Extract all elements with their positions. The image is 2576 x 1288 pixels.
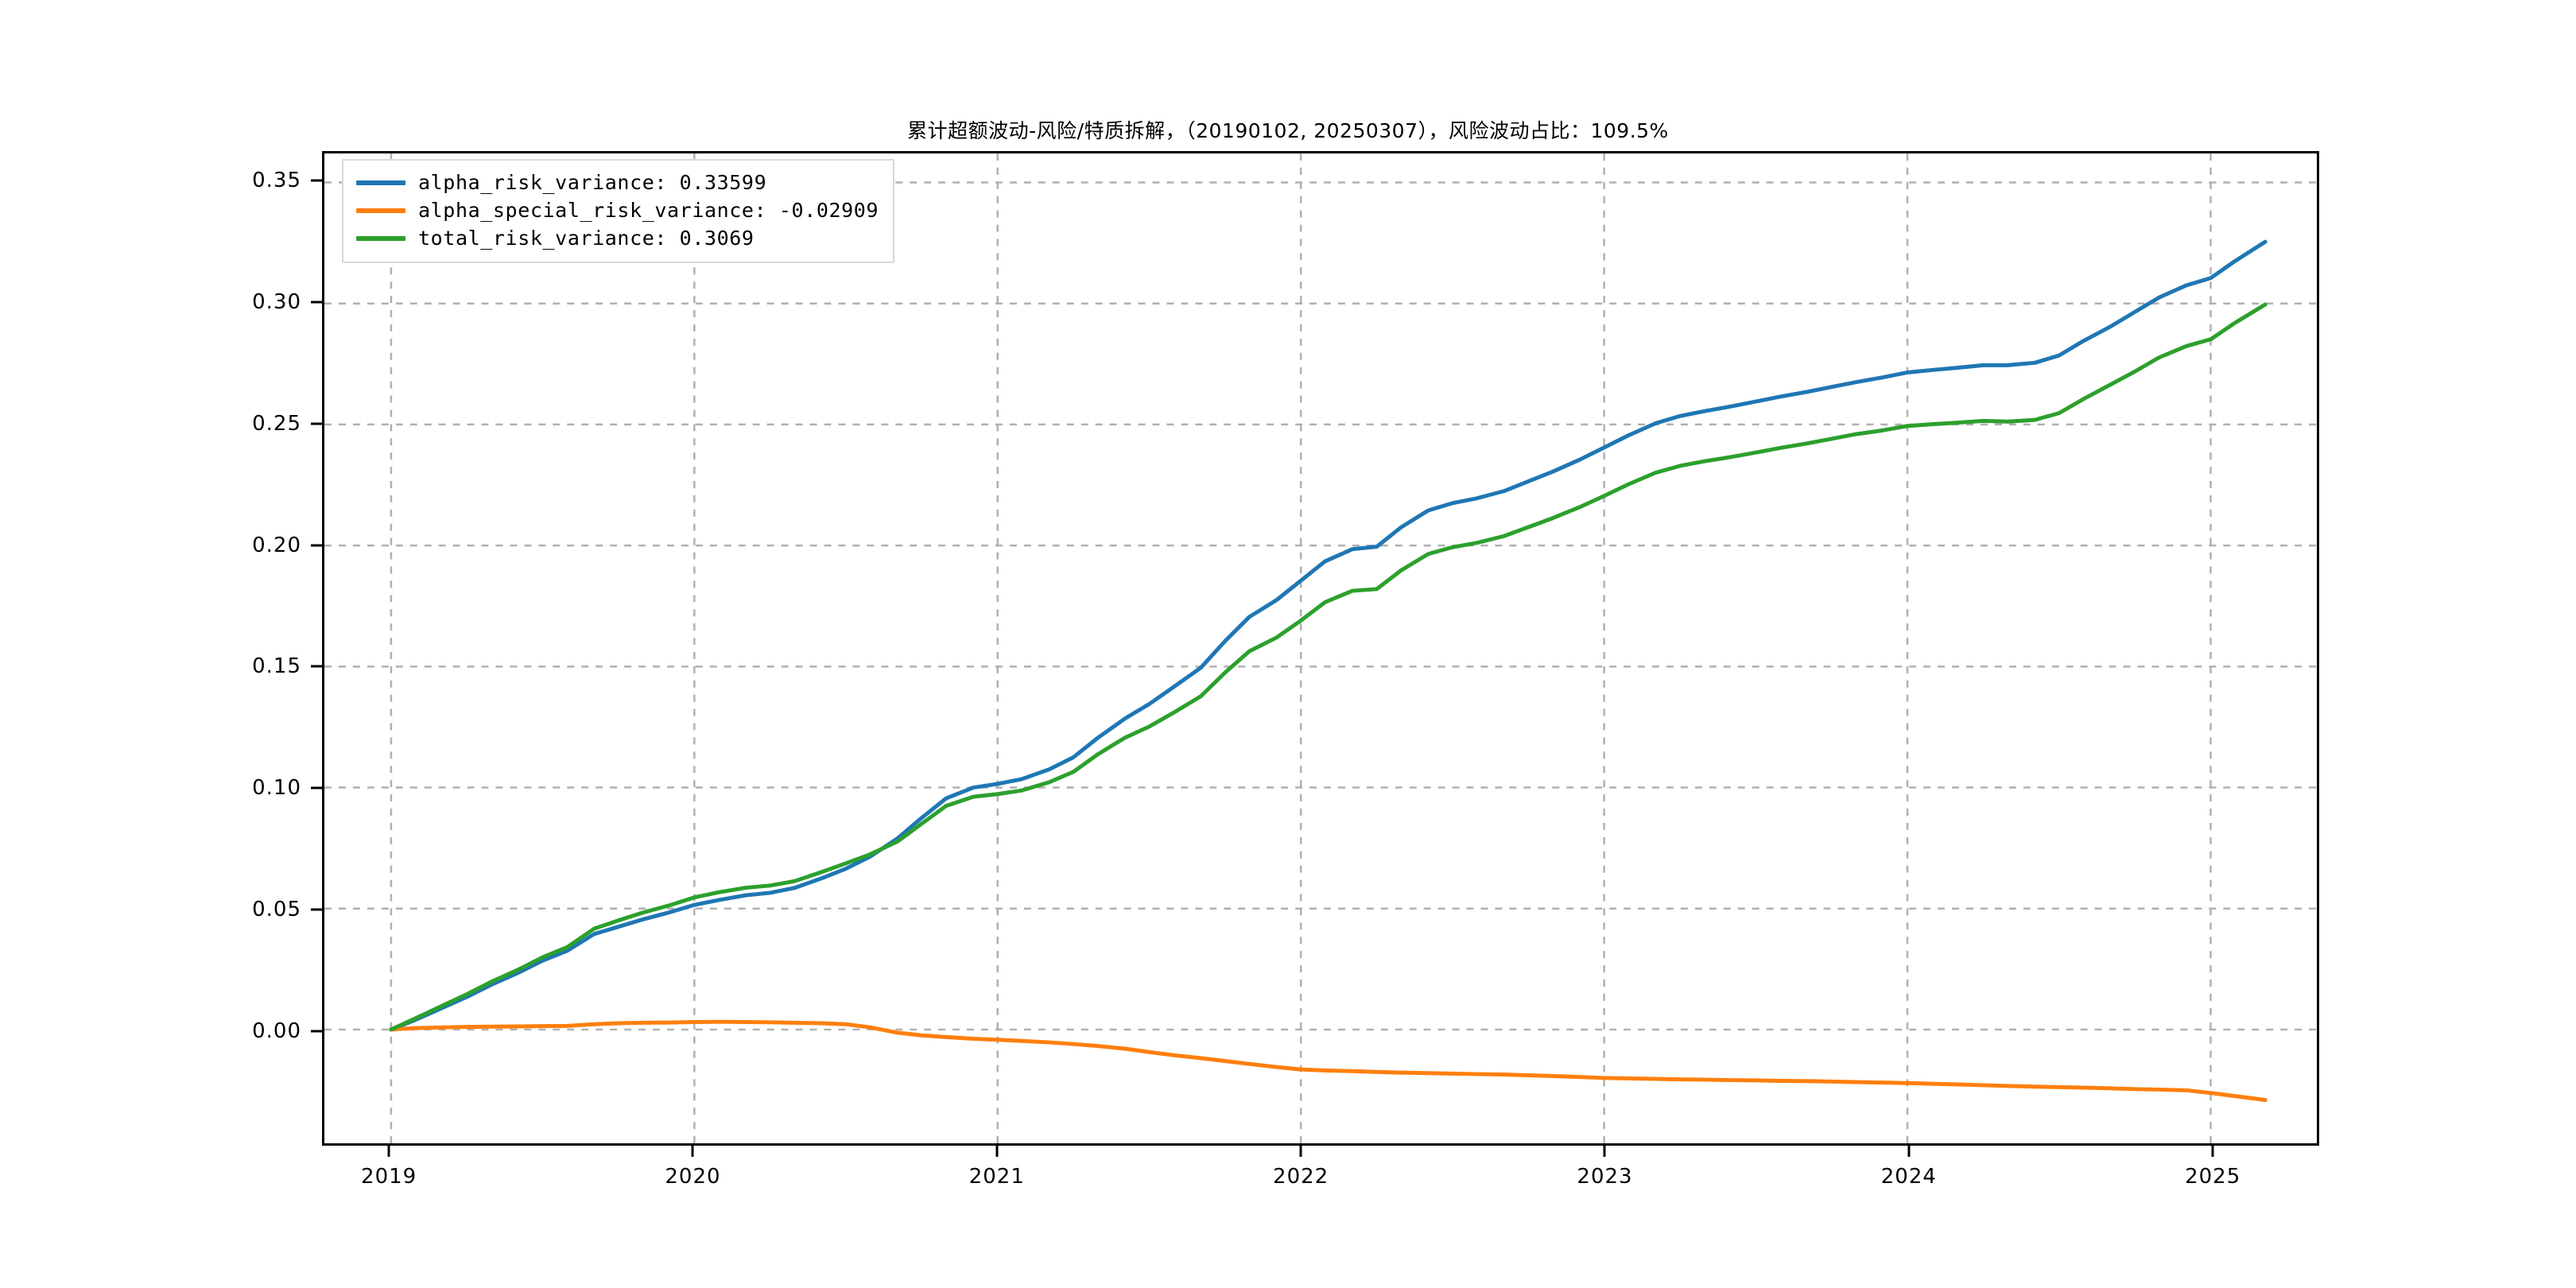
x-tick-mark xyxy=(387,1146,390,1157)
y-tick-mark xyxy=(311,665,322,668)
x-tick-label: 2025 xyxy=(2185,1165,2241,1189)
plot-area xyxy=(322,151,2319,1146)
legend-item-alpha-risk-variance[interactable]: alpha_risk_variance: 0.33599 xyxy=(356,169,879,196)
chart-title: 累计超额波动-风险/特质拆解，（20190102, 20250307），风险波动… xyxy=(907,119,1669,142)
y-tick-mark xyxy=(311,422,322,425)
x-tick-mark xyxy=(1603,1146,1606,1157)
legend-swatch-green xyxy=(356,235,405,241)
plot-svg xyxy=(324,153,2317,1143)
x-tick-mark xyxy=(1907,1146,1911,1157)
y-tick-label: 0.00 xyxy=(252,1019,301,1044)
legend-label-alpha-special-risk-variance: alpha_special_risk_variance: -0.02909 xyxy=(418,199,879,222)
x-tick-label: 2020 xyxy=(665,1165,721,1189)
y-tick-label: 0.30 xyxy=(252,289,301,314)
y-tick-mark xyxy=(311,1030,322,1033)
x-tick-mark xyxy=(2211,1146,2214,1157)
x-tick-label: 2021 xyxy=(968,1165,1025,1189)
y-tick-label: 0.20 xyxy=(252,533,301,557)
y-tick-label: 0.10 xyxy=(252,776,301,801)
x-tick-mark xyxy=(995,1146,999,1157)
y-tick-label: 0.15 xyxy=(252,654,301,679)
chart-legend: alpha_risk_variance: 0.33599 alpha_speci… xyxy=(342,159,895,263)
y-tick-label: 0.25 xyxy=(252,411,301,436)
x-tick-mark xyxy=(1299,1146,1302,1157)
y-tick-mark xyxy=(311,179,322,182)
x-tick-label: 2023 xyxy=(1577,1165,1633,1189)
legend-label-alpha-risk-variance: alpha_risk_variance: 0.33599 xyxy=(418,171,767,194)
y-tick-label: 0.05 xyxy=(252,898,301,922)
legend-label-total-risk-variance: total_risk_variance: 0.3069 xyxy=(418,227,755,250)
x-tick-mark xyxy=(691,1146,694,1157)
x-tick-label: 2024 xyxy=(1880,1165,1937,1189)
y-tick-label: 0.35 xyxy=(252,168,301,192)
legend-item-alpha-special-risk-variance[interactable]: alpha_special_risk_variance: -0.02909 xyxy=(356,196,879,224)
legend-item-total-risk-variance[interactable]: total_risk_variance: 0.3069 xyxy=(356,224,879,252)
y-tick-mark xyxy=(311,301,322,304)
line-alpha-risk-variance xyxy=(389,239,2268,1032)
legend-swatch-orange xyxy=(356,208,405,213)
y-tick-mark xyxy=(311,544,322,546)
y-tick-mark xyxy=(311,786,322,789)
x-tick-label: 2022 xyxy=(1273,1165,1329,1189)
legend-swatch-blue xyxy=(356,180,405,185)
line-total-risk-variance xyxy=(389,302,2268,1032)
x-tick-label: 2019 xyxy=(361,1165,417,1189)
line-alpha-special-risk-variance xyxy=(389,1019,2268,1102)
y-tick-mark xyxy=(311,908,322,911)
